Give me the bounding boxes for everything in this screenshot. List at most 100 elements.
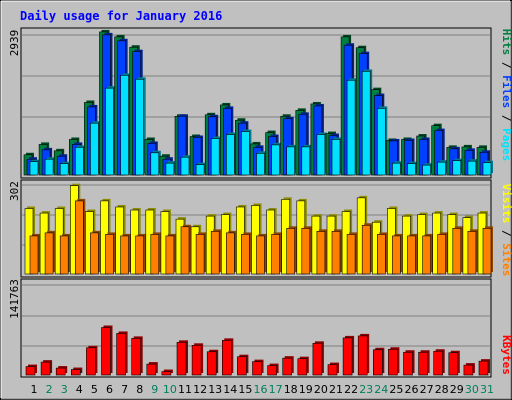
bar-kbytes-day-15 [237,354,249,376]
x-label-day-11: 11 [178,383,192,396]
bar-pages-day-1 [29,159,40,176]
bar-pages-day-30 [467,159,478,176]
bar-sites-day-19 [301,226,312,275]
bar-pages-day-29 [452,158,463,176]
bars-visits-sites [24,183,493,275]
bar-pages-day-19 [301,144,312,176]
x-label-day-8: 8 [136,383,143,396]
bar-sites-day-23 [361,223,373,275]
bar-kbytes-day-12 [191,343,204,376]
bar-sites-day-31 [482,226,493,275]
bar-pages-day-3 [59,161,71,176]
bar-pages-day-5 [90,121,101,176]
x-label-day-16: 16 [254,383,268,396]
legend-hits-files-pages: Hits / Files / Pages [500,29,512,162]
bar-pages-day-27 [422,163,433,176]
bar-kbytes-day-24 [372,347,385,376]
bar-kbytes-day-2 [40,360,53,376]
bar-pages-day-7 [120,73,131,176]
x-label-day-14: 14 [223,383,237,396]
bar-sites-day-1 [29,233,40,275]
y-max-label-kbytes: 141763 [8,279,21,319]
bar-kbytes-day-6 [101,325,113,376]
bar-kbytes-day-22 [342,335,355,376]
x-label-day-13: 13 [208,383,222,396]
x-label-day-19: 19 [299,383,313,396]
bar-pages-day-13 [210,136,222,176]
legend-hits: Hits [500,29,512,56]
bar-kbytes-day-4 [71,367,83,376]
bar-kbytes-day-31 [478,359,490,376]
bar-sites-day-18 [286,226,297,275]
bar-sites-day-8 [135,233,146,275]
x-label-day-28: 28 [435,383,449,396]
x-label-day-29: 29 [450,383,464,396]
bar-sites-day-14 [226,230,237,275]
bar-sites-day-27 [422,233,433,275]
bar-kbytes-day-3 [55,366,68,376]
bar-sites-day-10 [165,233,176,275]
x-label-day-25: 25 [389,383,403,396]
legend-visits: Visits [500,184,512,224]
x-label-day-7: 7 [121,383,128,396]
bar-pages-day-23 [361,69,373,176]
bar-kbytes-day-10 [161,369,173,376]
legend-files: Files [500,75,512,108]
bar-pages-day-2 [44,157,56,176]
bars-hits-files-pages [23,29,493,176]
bar-kbytes-day-21 [327,362,339,376]
bar-pages-day-25 [392,161,403,176]
x-label-day-31: 31 [480,383,494,396]
legend-kbytes: KBytes [500,335,512,375]
bar-pages-day-26 [407,161,418,176]
bar-kbytes-day-17 [267,363,279,376]
bar-sites-day-16 [256,233,267,275]
bar-sites-day-24 [376,232,388,275]
x-label-day-26: 26 [405,383,419,396]
bar-kbytes-day-30 [463,363,475,376]
bar-sites-day-7 [120,233,131,275]
x-label-day-6: 6 [106,383,113,396]
bar-kbytes-day-7 [116,331,128,376]
bar-sites-day-22 [346,232,358,275]
bar-kbytes-day-25 [388,347,400,376]
x-label-day-15: 15 [238,383,252,396]
bar-sites-day-17 [271,232,282,275]
bar-pages-day-11 [180,155,191,176]
legend-pages: Pages [500,128,512,161]
bar-kbytes-day-18 [282,356,294,376]
bar-pages-day-31 [482,160,493,176]
bar-sites-day-12 [195,232,207,275]
x-label-day-9: 9 [151,383,158,396]
bar-kbytes-day-29 [448,350,460,376]
bar-sites-day-13 [210,229,222,275]
bar-sites-day-6 [105,232,116,275]
bar-kbytes-day-5 [86,345,98,376]
bar-pages-day-9 [150,150,161,176]
bar-pages-day-8 [135,77,146,176]
bar-kbytes-day-26 [403,350,415,376]
x-label-day-23: 23 [359,383,373,396]
bar-kbytes-day-13 [206,349,219,376]
x-label-day-17: 17 [269,383,283,396]
bar-pages-day-14 [226,132,237,176]
x-label-day-27: 27 [420,383,434,396]
bar-pages-day-15 [241,129,252,176]
legend-visits-sites: Visits / Sites [500,184,512,277]
bar-kbytes-day-9 [146,362,158,376]
bar-kbytes-day-23 [357,333,370,376]
x-label-day-24: 24 [374,383,388,396]
chart-title: Daily usage for January 2016 [20,9,222,23]
bar-sites-day-3 [59,233,71,275]
bar-sites-day-20 [316,229,327,275]
bar-sites-day-2 [44,230,56,275]
x-label-day-10: 10 [163,383,177,396]
x-label-day-21: 21 [329,383,343,396]
bar-sites-day-11 [180,224,191,275]
bar-sites-day-30 [467,229,478,275]
bar-sites-day-9 [150,232,161,275]
bars-kbytes [25,325,490,376]
bar-pages-day-28 [437,160,448,176]
x-label-day-12: 12 [193,383,207,396]
x-label-day-2: 2 [46,383,53,396]
